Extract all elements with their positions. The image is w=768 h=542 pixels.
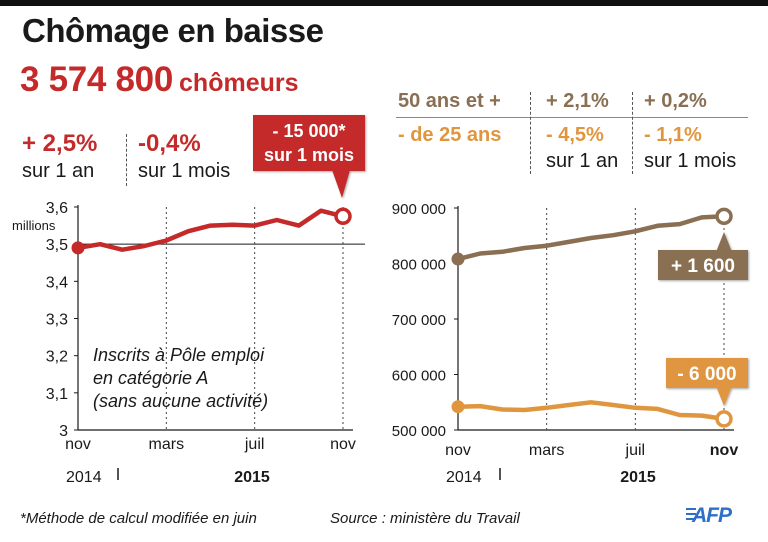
left-annotation-1: Inscrits à Pôle emploi: [93, 345, 265, 365]
stat-year: + 2,5% sur 1 an: [22, 130, 97, 183]
right-callout-older-text: + 1 600: [671, 256, 735, 277]
right-xtick-label: juil: [625, 442, 646, 459]
stat-month-value: -0,4%: [138, 130, 201, 157]
stat-separator: [126, 134, 127, 186]
left-ytick-label: 3: [59, 423, 68, 440]
right-chart: 900 000 800 000 700 000 600 000 500 000 nov m…: [392, 201, 748, 459]
afp-logo-lines: [686, 508, 696, 522]
left-callout-line2: sur 1 mois: [264, 145, 354, 165]
right-series-young-line: [455, 400, 727, 422]
table-separator-1: [530, 92, 531, 174]
left-end-marker: [334, 207, 352, 226]
row-older-month: + 0,2%: [644, 90, 707, 112]
left-ytick-label: 3,4: [46, 274, 68, 291]
stat-year-value: + 2,5%: [22, 130, 98, 157]
left-annotation-2: en catégorie A: [93, 368, 208, 388]
right-year-2014: 2014: [446, 469, 482, 486]
footer-note: *Méthode de calcul modifiée en juin: [20, 510, 257, 527]
right-xtick-label: nov: [445, 442, 471, 459]
right-year-2015: 2015: [620, 469, 656, 486]
left-ytick-label: 3,5: [46, 237, 68, 254]
left-ytick-label: 3,3: [46, 312, 68, 329]
right-start-marker-0: [451, 252, 465, 266]
right-end-marker-0: [715, 207, 733, 226]
left-year-2014: 2014: [66, 469, 102, 486]
right-callout-older: [658, 232, 748, 280]
row-young-month: - 1,1%: [644, 124, 702, 146]
right-ytick-label: 500 000: [392, 423, 446, 440]
table-separator-2: [632, 92, 633, 174]
right-xtick-label: nov: [710, 442, 739, 459]
left-series-line: [75, 208, 346, 252]
right-start-marker-1: [451, 400, 465, 414]
headline-total: 3 574 800 chômeurs: [20, 60, 299, 100]
chart-title: Chômage en baisse: [22, 12, 324, 49]
headline-value: 3 574 800: [20, 60, 174, 99]
left-xtick-label: mars: [149, 436, 185, 453]
row-young-year: - 4,5%: [546, 124, 604, 146]
stat-month: -0,4% sur 1 mois: [138, 130, 230, 183]
right-series-older-line: [455, 214, 727, 262]
table-period-year: sur 1 an: [546, 150, 619, 172]
afp-logo: AFP: [692, 504, 732, 527]
row-older-year: + 2,1%: [546, 90, 609, 112]
left-year-2015: 2015: [234, 469, 270, 486]
top-bar: [0, 0, 768, 6]
right-callout-young-text: - 6 000: [677, 364, 736, 385]
left-ytick-label: 3,2: [46, 349, 68, 366]
right-end-marker-1: [715, 410, 733, 428]
left-ytick-label: 3,1: [46, 386, 68, 403]
right-ytick-label: 600 000: [392, 368, 446, 385]
headline-unit: chômeurs: [179, 69, 299, 97]
left-xtick-label: juil: [244, 436, 265, 453]
row-young-label: - de 25 ans: [398, 124, 502, 146]
left-xtick-label: nov: [65, 436, 91, 453]
right-callout-young: [666, 358, 748, 406]
left-xtick-label: nov: [330, 436, 356, 453]
table-divider: [396, 117, 748, 118]
left-ytick-label: 3,6: [46, 200, 68, 217]
right-xtick-label: mars: [529, 442, 565, 459]
table-period-month: sur 1 mois: [644, 150, 737, 172]
right-ytick-label: 900 000: [392, 201, 446, 218]
stat-year-period: sur 1 an: [22, 160, 95, 182]
left-chart: 3,6 3,5 3,4 3,3 3,2 3,1 3 millions nov mars juil…: [12, 115, 365, 453]
left-start-marker: [71, 241, 85, 255]
right-ytick-label: 800 000: [392, 257, 446, 274]
right-ytick-label: 700 000: [392, 312, 446, 329]
left-annotation-3: (sans aucune activité): [93, 391, 268, 411]
left-callout-line1: - 15 000*: [272, 121, 345, 141]
left-ylabel: millions: [12, 218, 56, 233]
row-older-label: 50 ans et +: [398, 90, 501, 112]
left-callout: [253, 115, 365, 198]
stat-month-period: sur 1 mois: [138, 160, 231, 182]
footer-source: Source : ministère du Travail: [330, 510, 520, 527]
